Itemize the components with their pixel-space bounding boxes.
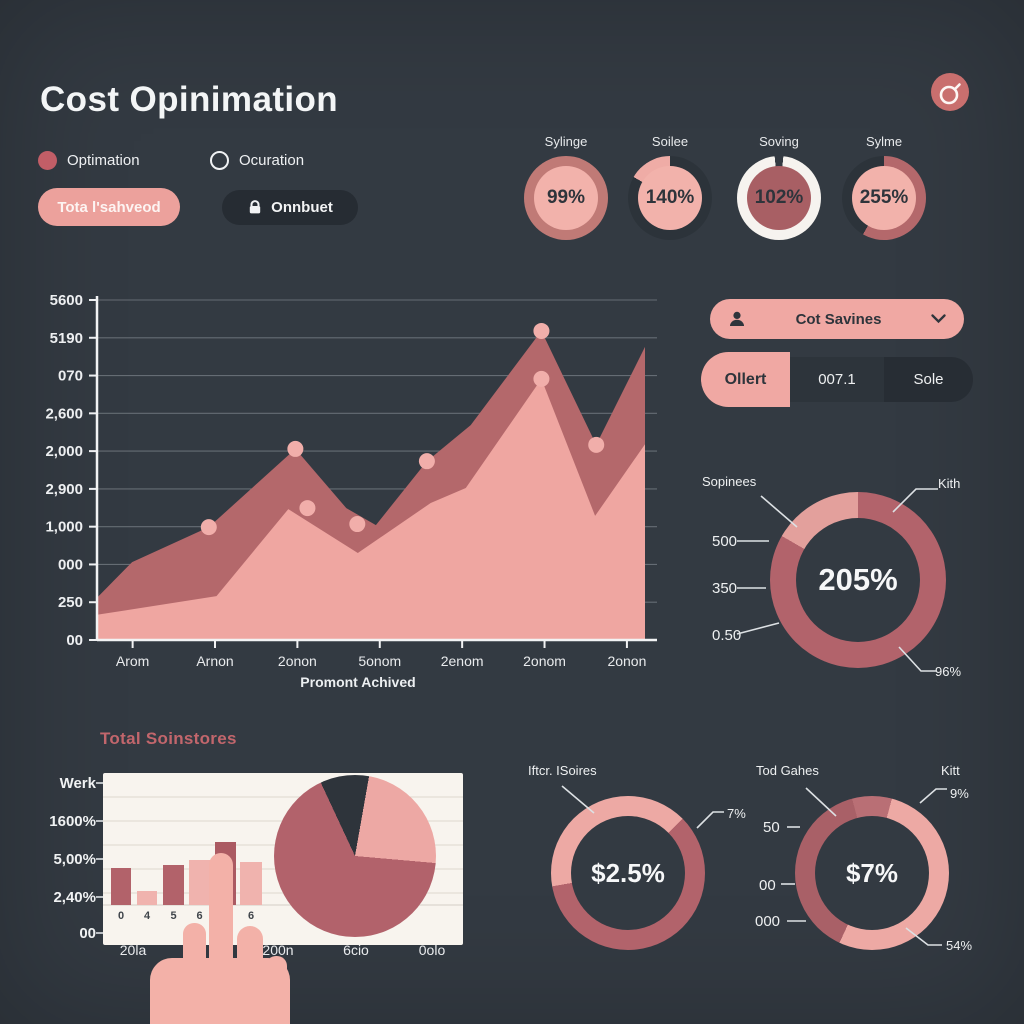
section-title: Total Soinstores — [100, 729, 237, 748]
refresh-button[interactable] — [931, 73, 969, 111]
svg-text:2,900: 2,900 — [45, 481, 83, 498]
donut-b-54pct: 54% — [946, 938, 973, 953]
dropdown-label: Cot Savines — [795, 310, 882, 328]
donut-b-50: 50 — [763, 819, 780, 836]
svg-text:0: 0 — [118, 910, 124, 922]
svg-text:2onon: 2onon — [607, 653, 646, 669]
svg-text:2,000: 2,000 — [45, 443, 83, 460]
svg-text:1,000: 1,000 — [45, 519, 83, 536]
svg-text:250: 250 — [58, 594, 83, 611]
donut-a-chart — [551, 796, 705, 950]
svg-text:5190: 5190 — [50, 330, 83, 347]
legend-item-optimation[interactable]: Optimation — [38, 150, 140, 170]
svg-text:6: 6 — [248, 910, 254, 922]
bar-y-tick-label: 1600% — [49, 813, 96, 830]
callout-kith: Kith — [938, 476, 961, 491]
gauge-label: Soving — [759, 134, 799, 149]
gauge-soving: 102% — [737, 156, 821, 240]
savings-donut-value: 205% — [818, 562, 898, 597]
gauge-label: Soilee — [651, 134, 689, 149]
gauge-value: 255% — [859, 187, 909, 208]
bar-y-tick-label: 00 — [79, 925, 96, 942]
gauge-fill — [638, 166, 702, 230]
callout-350: 350 — [712, 580, 738, 597]
gauge-value: 99% — [546, 187, 586, 208]
primary-button-label: Tota l'sahveod — [57, 198, 161, 216]
svg-text:2enom: 2enom — [441, 653, 484, 669]
svg-text:5600: 5600 — [50, 292, 83, 309]
svg-text:Arom: Arom — [116, 653, 149, 669]
legend-dot-icon — [38, 150, 57, 170]
gauge-value: 102% — [754, 187, 804, 208]
secondary-button-label: Onnbuet — [271, 199, 333, 216]
savings-donut-chart — [770, 492, 946, 668]
bar-y-tick-label: 5,00% — [53, 851, 96, 868]
bar-x-tick-label: 200n — [262, 942, 294, 958]
pie-chart — [274, 775, 436, 937]
segment-sole[interactable]: Sole — [884, 357, 973, 402]
donut-b-chart — [795, 796, 949, 950]
hand-cursor-illustration — [150, 853, 290, 1024]
bar-y-tick-label: Werk — [59, 775, 96, 792]
svg-text:2onon: 2onon — [278, 653, 317, 669]
svg-text:4: 4 — [144, 910, 151, 922]
total-saved-button[interactable]: Tota l'sahveod — [38, 188, 180, 226]
callout-96pct: 96% — [935, 664, 962, 679]
bar-x-tick-label: 0olo — [418, 942, 446, 958]
gauge-sylme: 255% — [842, 156, 926, 240]
legend-label: Ocuration — [239, 151, 305, 169]
svg-text:2onom: 2onom — [523, 653, 566, 669]
gauge-fill — [534, 166, 598, 230]
page-title: Cost Opinimation — [40, 80, 339, 119]
gauge-fill — [747, 166, 811, 230]
svg-text:5: 5 — [170, 910, 176, 922]
callout-050: 0.50 — [712, 627, 742, 644]
onnbuet-button[interactable]: Onnbuet — [222, 190, 358, 225]
area-chart: 5600 5190 070 2,600 2,000 2,900 1,000 000 250 00 A… — [45, 292, 657, 669]
bar-x-tick-label: 20la — [119, 942, 147, 958]
svg-text:6: 6 — [196, 910, 202, 922]
bar-x-tick-label: 6cio — [343, 942, 369, 958]
callout-sopinees: Sopinees — [702, 474, 757, 489]
lock-icon — [247, 200, 263, 215]
donut-a-title: Iftcr. ISoires — [528, 763, 597, 778]
search-icon — [931, 73, 969, 111]
gauge-soilee: 140% — [628, 156, 712, 240]
gauge-value: 140% — [645, 187, 695, 208]
donut-b-title: Tod Gahes — [756, 763, 819, 778]
donut-b-9pct: 9% — [950, 786, 969, 801]
svg-text:000: 000 — [58, 556, 83, 573]
donut-b-kitt: Kitt — [941, 763, 960, 778]
callout-500: 500 — [712, 533, 738, 550]
svg-text:00: 00 — [66, 632, 83, 649]
legend-label: Optimation — [67, 151, 140, 169]
donut-b-00: 00 — [759, 877, 776, 894]
segment-0071[interactable]: 007.1 — [790, 357, 884, 402]
x-axis-title: Promont Achived — [300, 674, 416, 690]
person-icon — [728, 310, 746, 328]
legend-ring-icon — [210, 150, 229, 170]
bar-pie-panel: 0 4 5 6 6 — [103, 773, 463, 945]
svg-text:070: 070 — [58, 368, 83, 385]
svg-text:5onom: 5onom — [358, 653, 401, 669]
donut-a-value: $2.5% — [591, 857, 665, 888]
segment-ollert[interactable]: Ollert — [701, 352, 790, 407]
gauge-label: Sylinge — [544, 134, 588, 149]
svg-text:Arnon: Arnon — [196, 653, 233, 669]
gauge-fill — [852, 166, 916, 230]
donut-a-7pct: 7% — [727, 806, 746, 821]
cost-savings-dropdown[interactable]: Cot Savines — [710, 299, 964, 339]
donut-b-value: $7% — [845, 857, 899, 888]
chevron-down-icon — [931, 314, 946, 324]
donut-b-000: 000 — [755, 913, 781, 930]
bar-y-tick-label: 2,40% — [53, 889, 96, 906]
gauge-label: Sylme — [865, 134, 903, 149]
legend-item-ocuration[interactable]: Ocuration — [210, 150, 304, 170]
svg-text:2,600: 2,600 — [45, 405, 83, 422]
gauge-sylinge: 99% — [524, 156, 608, 240]
